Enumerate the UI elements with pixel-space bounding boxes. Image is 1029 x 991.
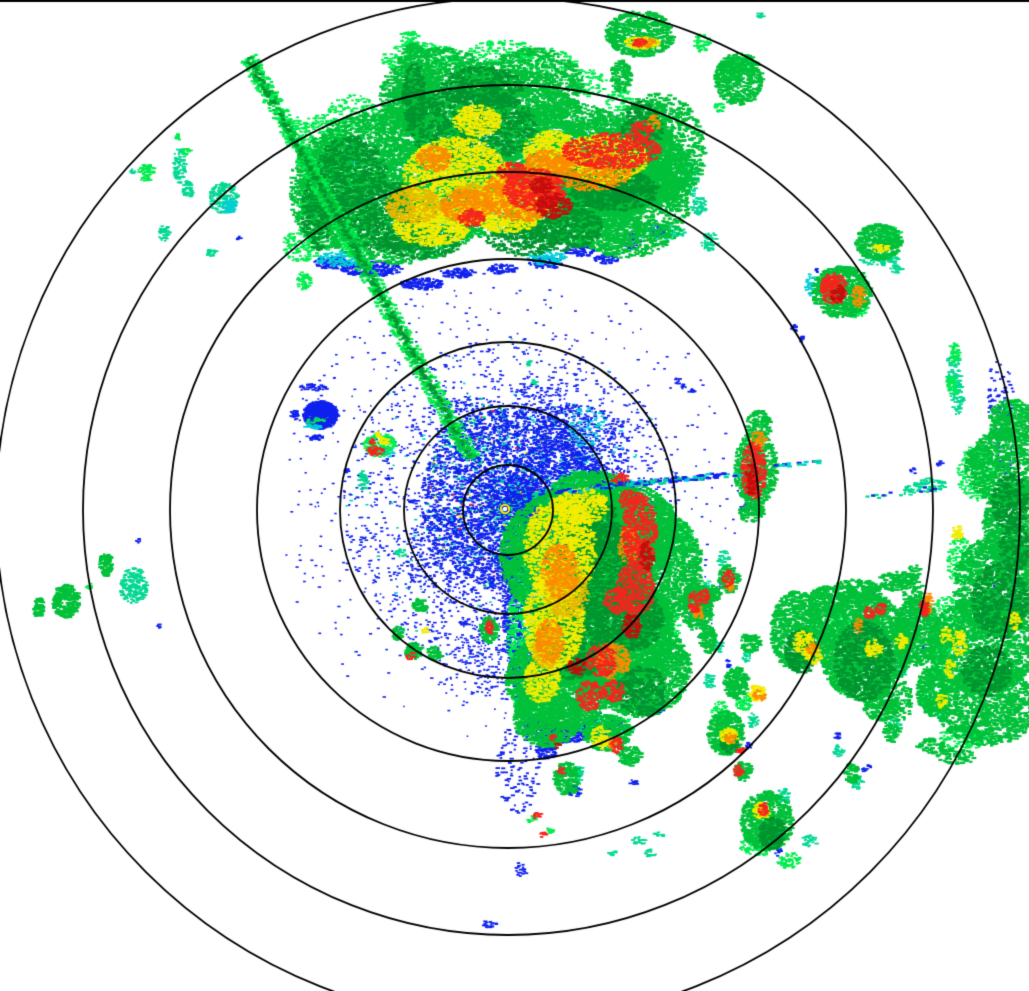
radar-reflectivity-canvas: [0, 0, 1029, 991]
weather-radar-display: [0, 0, 1029, 991]
